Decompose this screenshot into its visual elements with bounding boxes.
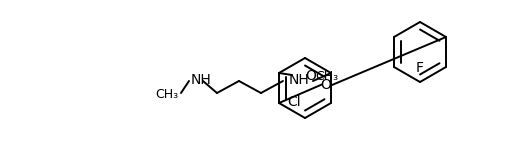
Text: NH: NH [289,73,310,87]
Text: F: F [416,61,424,75]
Text: CH₃: CH₃ [315,70,339,82]
Text: CH₃: CH₃ [155,89,179,101]
Text: O: O [306,69,316,83]
Text: Cl: Cl [287,95,301,109]
Text: O: O [320,78,331,92]
Text: NH: NH [191,73,211,87]
